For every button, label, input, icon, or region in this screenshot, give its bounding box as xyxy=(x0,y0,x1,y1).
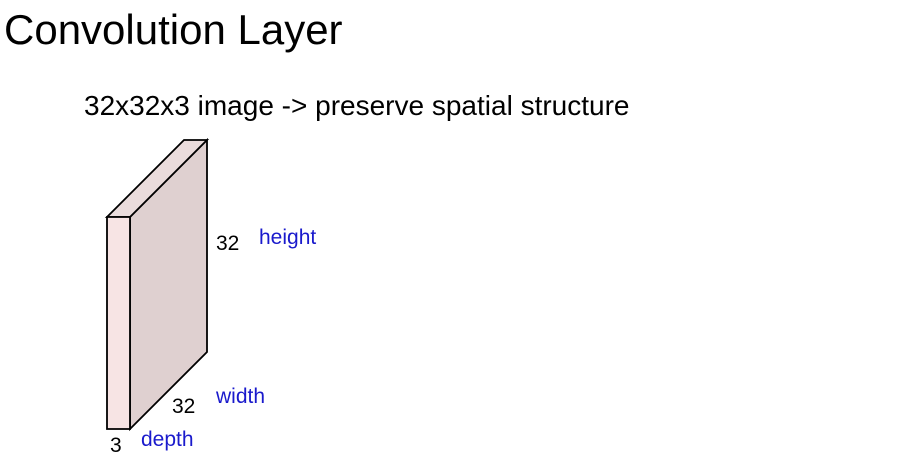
slide-subtitle: 32x32x3 image -> preserve spatial struct… xyxy=(84,90,630,121)
depth-label: depth xyxy=(141,428,194,451)
width-label: width xyxy=(216,385,266,408)
depth-value: 3 xyxy=(110,434,122,457)
width-value: 32 xyxy=(172,395,196,418)
height-value: 32 xyxy=(216,232,240,255)
height-label: height xyxy=(259,226,317,249)
volume-front-face xyxy=(106,216,131,430)
slide-title: Convolution Layer xyxy=(4,6,343,53)
